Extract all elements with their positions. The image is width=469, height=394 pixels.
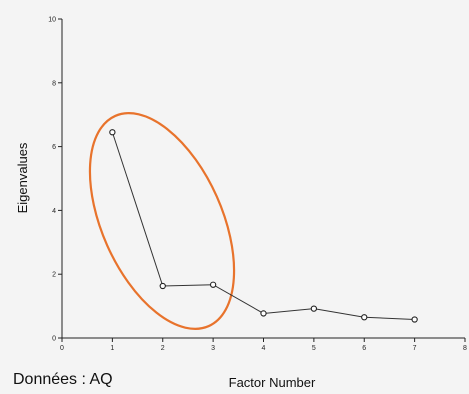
- y-axis-title: Eigenvalues: [15, 142, 30, 213]
- y-tick-label: 10: [48, 17, 56, 24]
- x-tick-label: 4: [262, 345, 266, 352]
- axes: [61, 19, 465, 339]
- y-tick-label: 0: [52, 336, 56, 343]
- data-point: [310, 305, 318, 312]
- data-point: [260, 310, 267, 317]
- y-tick-label: 6: [52, 144, 56, 151]
- y-tick-label: 4: [52, 208, 56, 215]
- x-tick-label: 5: [312, 345, 316, 352]
- series-line: [111, 132, 415, 320]
- x-tick-label: 1: [110, 345, 114, 352]
- ticks: 0 1 2 3 4 5 6 7 8 0 2 4 6 8 10: [48, 17, 467, 353]
- data-point: [361, 314, 368, 321]
- y-tick-label: 2: [52, 272, 56, 279]
- x-axis-title: Factor Number: [229, 375, 316, 390]
- footnote: Données : AQ: [13, 371, 113, 388]
- x-tick-label: 2: [161, 345, 165, 352]
- data-point: [109, 129, 116, 136]
- data-point: [159, 282, 166, 290]
- x-tick-label: 3: [211, 345, 215, 352]
- series-group: [109, 129, 418, 323]
- data-point: [209, 281, 217, 288]
- highlight-ellipse: [88, 112, 236, 330]
- x-tick-label: 8: [463, 345, 467, 352]
- x-tick-label: 7: [413, 345, 417, 352]
- x-tick-label: 0: [60, 345, 64, 352]
- x-tick-label: 6: [362, 345, 366, 352]
- data-point: [411, 316, 418, 323]
- y-tick-label: 8: [52, 80, 56, 87]
